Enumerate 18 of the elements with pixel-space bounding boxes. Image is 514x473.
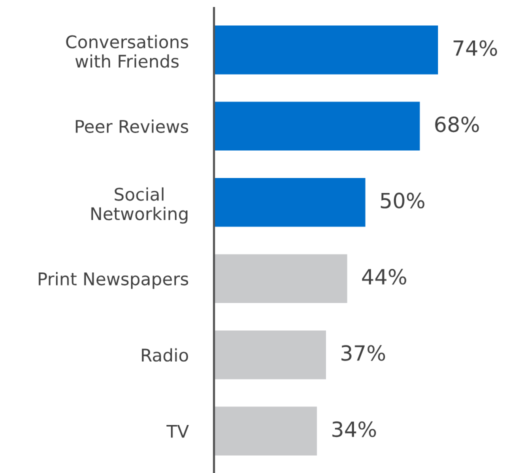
bar — [214, 406, 317, 456]
bar — [214, 330, 326, 380]
data-label: 44% — [362, 268, 406, 285]
data-label: 50% — [380, 192, 424, 208]
bar — [214, 254, 348, 304]
y-tick-label: TV — [166, 425, 189, 438]
data-label: 34% — [332, 421, 376, 438]
y-tick-label: Conversations with Friends — [66, 34, 188, 68]
y-tick-label: Peer Reviews — [76, 120, 188, 133]
bar — [214, 102, 420, 151]
y-tick-label: Social Networking — [91, 187, 188, 224]
bar — [214, 26, 438, 74]
y-tick-label: Radio — [142, 348, 188, 362]
bar — [214, 178, 366, 227]
data-label: 37% — [341, 345, 386, 361]
data-label: 74% — [454, 40, 498, 56]
data-label: 68% — [435, 116, 479, 132]
y-tick-label: Print Newspapers — [38, 272, 188, 289]
